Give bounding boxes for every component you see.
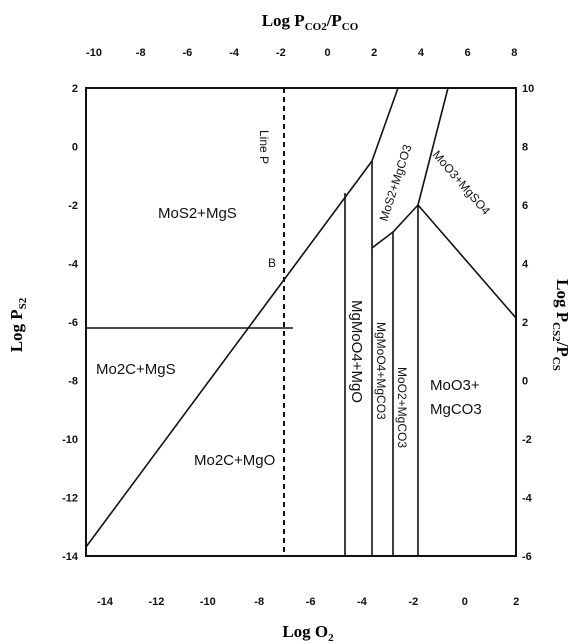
- left-axis-title: Log PS2: [7, 297, 29, 352]
- left-tick-label-8: -14: [62, 551, 79, 563]
- bottom-tick-label-2: -10: [200, 596, 216, 608]
- left-tick-label-3: -4: [68, 259, 79, 271]
- left-tick-label-6: -10: [62, 434, 78, 446]
- right-tick-labels: 10 8 6 4 2 0 -2 -4 -6: [522, 83, 534, 563]
- top-axis-title: Log PCO2/PCO: [262, 11, 359, 33]
- top-tick-label-0: -10: [86, 47, 102, 59]
- top-tick-label-8: 6: [465, 47, 471, 59]
- region-mo2c-mgs-label: Mo2C+MgS: [96, 361, 176, 378]
- left-tick-label-4: -6: [68, 317, 78, 329]
- boundary-mos2-mgco3-left: [371, 87, 399, 162]
- left-tick-label-2: -2: [68, 200, 78, 212]
- bottom-tick-label-6: -2: [409, 596, 419, 608]
- left-tick-label-1: 0: [72, 142, 78, 154]
- top-tick-label-3: -4: [229, 47, 240, 59]
- boundary-mos2-mo2c-diagonal: [85, 160, 373, 548]
- right-tick-label-8: -6: [522, 551, 532, 563]
- region-moo3-mgso4-label: MoO3+MgSO4: [430, 148, 494, 218]
- region-mos2-mgs-label: MoS2+MgS: [158, 205, 237, 222]
- boundary-mos2-mgco3-right: [417, 87, 449, 206]
- bottom-tick-label-1: -12: [148, 596, 164, 608]
- top-tick-label-7: 4: [418, 47, 425, 59]
- right-tick-label-7: -4: [522, 493, 533, 505]
- bottom-axis-title: Log O2: [282, 622, 334, 644]
- plot-frame: [85, 87, 517, 557]
- top-tick-label-6: 2: [371, 47, 377, 59]
- boundary-mos2-mgco3-bottom: [371, 204, 419, 249]
- right-tick-label-6: -2: [522, 434, 532, 446]
- top-tick-label-9: 8: [511, 47, 517, 59]
- region-mgmoo4-mgco3-label: MgMoO4+MgCO3: [374, 322, 388, 420]
- region-moo3-mgco3-label-line2: MgCO3: [430, 401, 482, 418]
- bottom-tick-labels: -14 -12 -10 -8 -6 -4 -2 0 2: [97, 596, 519, 608]
- point-b-label: B: [268, 256, 276, 270]
- line-p-label: Line P: [257, 130, 271, 164]
- bottom-tick-label-0: -14: [97, 596, 114, 608]
- bottom-tick-label-3: -8: [254, 596, 264, 608]
- right-tick-label-1: 8: [522, 142, 528, 154]
- top-tick-label-5: 0: [324, 47, 330, 59]
- top-tick-label-1: -8: [136, 47, 146, 59]
- right-tick-label-0: 10: [522, 83, 534, 95]
- top-tick-labels: -10 -8 -6 -4 -2 0 2 4 6 8: [86, 47, 517, 59]
- bottom-tick-label-8: 2: [513, 596, 519, 608]
- right-tick-label-4: 2: [522, 317, 528, 329]
- left-tick-label-0: 2: [72, 83, 78, 95]
- region-mgmoo4-mgo-label: MgMoO4+MgO: [348, 300, 365, 403]
- bottom-tick-label-5: -4: [357, 596, 368, 608]
- right-tick-label-5: 0: [522, 376, 528, 388]
- bottom-tick-label-7: 0: [462, 596, 468, 608]
- right-axis-title: Log PCS2/PCS: [550, 279, 572, 371]
- left-tick-label-7: -12: [62, 493, 78, 505]
- region-mo2c-mgo-label: Mo2C+MgO: [194, 452, 275, 469]
- bottom-tick-label-4: -6: [306, 596, 316, 608]
- region-mos2-mgco3-label: MoS2+MgCO3: [377, 142, 415, 222]
- top-tick-label-2: -6: [183, 47, 193, 59]
- left-tick-label-5: -8: [68, 376, 78, 388]
- region-moo2-mgco3-label: MoO2+MgCO3: [395, 367, 409, 448]
- top-tick-label-4: -2: [276, 47, 286, 59]
- right-tick-label-3: 4: [522, 259, 529, 271]
- boundary-moo3-mgso4-mgco3: [417, 204, 517, 319]
- left-tick-labels: 2 0 -2 -4 -6 -8 -10 -12 -14: [62, 83, 79, 563]
- right-tick-label-2: 6: [522, 200, 528, 212]
- region-moo3-mgco3-label-line1: MoO3+: [430, 377, 480, 394]
